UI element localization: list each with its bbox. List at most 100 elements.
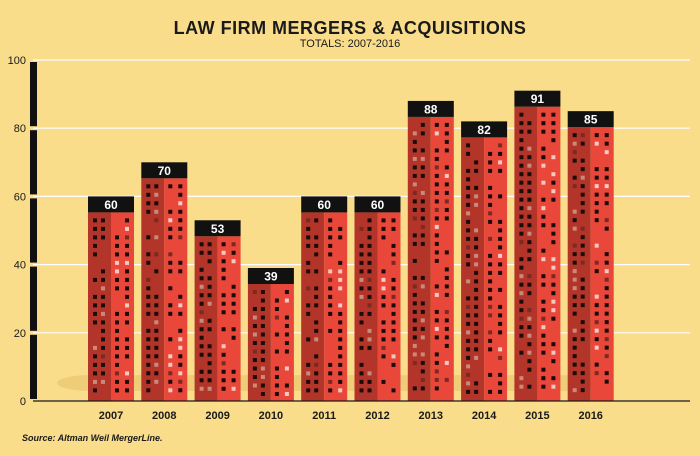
- bar-window: [284, 324, 289, 329]
- bar-window: [594, 294, 599, 299]
- bar-window: [498, 168, 503, 173]
- bar-window: [604, 320, 609, 325]
- bar-window: [551, 359, 556, 364]
- bar-window: [391, 337, 396, 342]
- bar-window: [221, 250, 226, 255]
- y-tick-label: 60: [14, 191, 26, 203]
- bar-window: [604, 345, 609, 350]
- bar-window: [93, 252, 97, 257]
- bar-window: [338, 362, 343, 367]
- bar-window: [572, 294, 577, 299]
- bar-window: [328, 388, 333, 393]
- bar-window: [93, 294, 97, 299]
- bar-window: [572, 175, 577, 180]
- bar-window: [154, 303, 159, 308]
- bar-window: [498, 355, 503, 360]
- bar-window: [527, 325, 532, 330]
- bar-window: [498, 347, 503, 352]
- bar-window: [572, 303, 577, 308]
- bar-window: [551, 308, 556, 313]
- value-label-box: [141, 162, 188, 179]
- bar-window: [474, 355, 479, 360]
- bar-window: [125, 337, 129, 342]
- bar-window: [367, 269, 372, 274]
- bar-window: [252, 358, 257, 363]
- bar-window: [284, 290, 289, 295]
- bar-window: [199, 318, 204, 323]
- bar-window: [466, 372, 471, 377]
- bar-window: [221, 386, 226, 391]
- bar-window: [168, 269, 173, 274]
- bar-window: [412, 284, 417, 289]
- bar-window: [367, 286, 372, 291]
- bar-window: [338, 303, 343, 308]
- bar-window: [412, 318, 417, 323]
- bar-window: [125, 235, 129, 240]
- bar-window: [207, 327, 212, 332]
- bar-window: [466, 143, 471, 148]
- bar-window: [391, 320, 396, 325]
- bar-window: [306, 269, 311, 274]
- bar-window: [420, 131, 425, 136]
- bar-window: [466, 330, 471, 335]
- bar-window: [252, 341, 257, 346]
- bar-window: [207, 293, 212, 298]
- bar-window: [434, 233, 439, 238]
- bar-window: [260, 375, 265, 380]
- bar-window: [434, 199, 439, 204]
- bar-2007: [88, 196, 134, 401]
- bar-window: [412, 301, 417, 306]
- bar-window: [168, 388, 173, 393]
- bar-window: [541, 376, 546, 381]
- bar-2009: [194, 220, 241, 401]
- bar-window: [168, 235, 173, 240]
- bar-window: [604, 337, 609, 342]
- value-label: 85: [584, 113, 598, 127]
- bar-window: [367, 243, 372, 248]
- bar-window: [207, 378, 212, 383]
- bar-window: [580, 379, 585, 384]
- bar-window: [420, 165, 425, 170]
- y-tick-label: 20: [14, 328, 26, 340]
- bar-window: [125, 277, 129, 282]
- bar-window: [207, 276, 212, 281]
- bar-window: [178, 328, 183, 333]
- bar-side: [301, 212, 325, 401]
- bar-window: [434, 156, 439, 161]
- bar-window: [580, 303, 585, 308]
- bar-window: [420, 309, 425, 314]
- bar-window: [125, 303, 129, 308]
- bar-front: [590, 127, 614, 402]
- bar-window: [420, 301, 425, 306]
- bar-window: [434, 377, 439, 382]
- bar-window: [367, 303, 372, 308]
- x-tick-label: 2010: [259, 410, 283, 422]
- bar-window: [338, 320, 343, 325]
- bar-window: [551, 189, 556, 194]
- bar-window: [367, 379, 372, 384]
- bar-window: [115, 371, 119, 376]
- bar-window: [594, 192, 599, 197]
- bar-window: [367, 218, 372, 223]
- bar-window: [93, 345, 97, 350]
- bar-window: [314, 235, 319, 240]
- bar-window: [199, 369, 204, 374]
- bar-window: [474, 245, 479, 250]
- bar-window: [412, 182, 417, 187]
- bar-window: [178, 362, 183, 367]
- bar-window: [306, 243, 311, 248]
- bar-window: [274, 366, 279, 371]
- bar-window: [498, 253, 503, 258]
- bar-window: [154, 201, 159, 206]
- bar-window: [274, 375, 279, 380]
- bar-window: [115, 286, 119, 291]
- bar-window: [580, 260, 585, 265]
- bar-window: [604, 175, 609, 180]
- bar-window: [314, 320, 319, 325]
- bar-window: [466, 228, 471, 233]
- bar-window: [93, 362, 97, 367]
- bar-window: [146, 388, 151, 393]
- bar-window: [338, 260, 343, 265]
- bar-2010: [247, 268, 294, 401]
- bar-window: [498, 236, 503, 241]
